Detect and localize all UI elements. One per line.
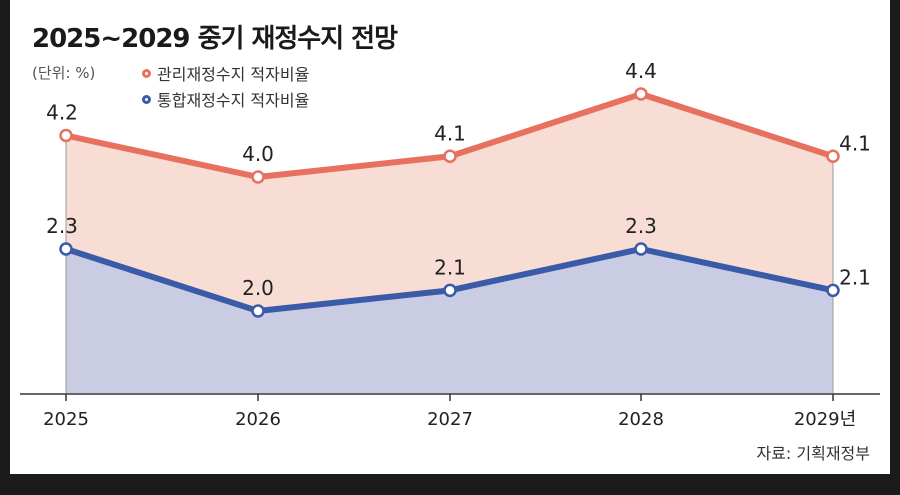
legend-item-integrated: 통합재정수지 적자비율 <box>142 86 309 112</box>
data-label-0-1: 4.0 <box>242 142 274 166</box>
data-point-1-1 <box>251 304 265 318</box>
data-label-0-3: 4.4 <box>625 59 657 83</box>
data-label-0-4: 4.1 <box>839 131 871 155</box>
source-label: 자료: 기획재정부 <box>756 444 870 463</box>
data-label-1-3: 2.3 <box>625 214 657 238</box>
x-tick-label-3: 2028 <box>618 409 664 430</box>
x-tick-label-0: 2025 <box>43 409 89 430</box>
legend-marker-integrated <box>142 94 151 104</box>
unit-label: (단위: %) <box>32 64 96 82</box>
legend-label-integrated: 통합재정수지 적자비율 <box>157 91 310 110</box>
data-point-1-3 <box>634 242 648 256</box>
data-point-0-1 <box>251 170 265 184</box>
series-area-1 <box>66 249 833 393</box>
data-point-1-0 <box>59 242 73 256</box>
data-label-1-1: 2.0 <box>242 276 274 300</box>
x-tick-label-1: 2026 <box>235 409 281 430</box>
data-label-1-2: 2.1 <box>434 255 466 279</box>
data-point-0-3 <box>634 87 648 101</box>
data-label-1-4: 2.1 <box>839 265 871 289</box>
legend-marker-managed <box>142 68 151 78</box>
legend-item-managed: 관리재정수지 적자비율 <box>142 60 309 86</box>
data-point-0-0 <box>59 128 73 143</box>
x-tick-label-4: 2029년 <box>794 409 856 430</box>
chart-title: 2025~2029 중기 재정수지 전망 <box>32 24 398 54</box>
data-point-1-4 <box>826 283 840 298</box>
data-point-0-2 <box>443 149 457 163</box>
data-label-1-0: 2.3 <box>46 214 78 238</box>
data-label-0-0: 4.2 <box>46 101 78 125</box>
data-point-1-2 <box>443 283 457 298</box>
legend: 관리재정수지 적자비율 통합재정수지 적자비율 <box>142 60 309 112</box>
data-label-0-2: 4.1 <box>434 121 466 145</box>
x-tick-label-2: 2027 <box>427 409 473 430</box>
legend-label-managed: 관리재정수지 적자비율 <box>157 65 310 84</box>
data-point-0-4 <box>826 149 840 163</box>
